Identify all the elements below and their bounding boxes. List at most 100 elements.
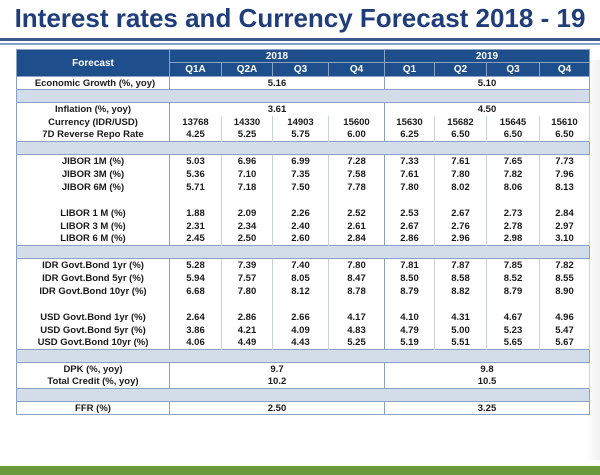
value-cell: 1.88 [169, 206, 222, 220]
slide-edge-shadow [586, 60, 600, 460]
row-label: JIBOR 6M (%) [16, 180, 170, 194]
value-cell: 15682 [434, 115, 487, 129]
value-cell: 7.73 [539, 154, 590, 168]
value-cell: 7.85 [486, 258, 540, 272]
value-cell: 7.96 [539, 167, 590, 181]
row-label: IDR Govt.Bond 1yr (%) [16, 258, 170, 272]
value-cell: 2.45 [169, 232, 222, 246]
row-label: Inflation (%, yoy) [16, 102, 170, 116]
value-cell: 7.35 [272, 167, 329, 181]
table-row: JIBOR 6M (%) 5.71 7.18 7.50 7.78 7.80 8.02 8.0… [16, 180, 590, 194]
section-separator [16, 349, 590, 363]
value-cell: 2.61 [328, 219, 385, 233]
row-spacer [16, 193, 590, 207]
value-cell: 7.33 [384, 154, 435, 168]
value-cell: 2.67 [384, 219, 435, 233]
row-label: 7D Reverse Repo Rate [16, 128, 170, 142]
value-cell: 6.50 [486, 128, 540, 142]
value-cell: 5.47 [539, 323, 590, 337]
value-cell [169, 193, 222, 207]
table-row: LIBOR 1 M (%) 1.88 2.09 2.26 2.52 2.53 2.67 2.… [16, 206, 590, 220]
value-cell [539, 193, 590, 207]
value-cell: 3.10 [539, 232, 590, 246]
value-cell: 5.23 [486, 323, 540, 337]
value-cell: 6.68 [169, 284, 222, 298]
value-cell [169, 297, 222, 311]
table-row: USD Govt.Bond 1yr (%) 2.64 2.86 2.66 4.17 4.… [16, 310, 590, 324]
value-cell: 2.84 [539, 206, 590, 220]
value-cell: 5.25 [221, 128, 273, 142]
value-cell: 2.09 [221, 206, 273, 220]
section-separator [16, 245, 590, 259]
row-label: IDR Govt.Bond 5yr (%) [16, 271, 170, 285]
value-cell: 7.18 [221, 180, 273, 194]
value-cell: 8.82 [434, 284, 487, 298]
value-cell: 2.26 [272, 206, 329, 220]
value-cell: 4.10 [384, 310, 435, 324]
value-cell: 2.66 [272, 310, 329, 324]
footer-bar [0, 466, 600, 475]
value-cell: 2.34 [221, 219, 273, 233]
value-cell: 8.79 [384, 284, 435, 298]
cell-2019: 5.10 [384, 76, 590, 90]
value-cell: 6.25 [384, 128, 435, 142]
value-cell: 7.80 [384, 180, 435, 194]
page-title: Interest rates and Currency Forecast 201… [14, 3, 586, 33]
value-cell: 8.55 [539, 271, 590, 285]
value-cell: 2.78 [486, 219, 540, 233]
header-quarter: Q2A [221, 62, 273, 77]
value-cell [434, 193, 487, 207]
row-label: JIBOR 1M (%) [16, 154, 170, 168]
value-cell: 8.78 [328, 284, 385, 298]
table-row: USD Govt.Bond 5yr (%) 3.86 4.21 4.09 4.83 4.… [16, 323, 590, 337]
value-cell: 7.28 [328, 154, 385, 168]
table-row: LIBOR 6 M (%) 2.45 2.50 2.60 2.84 2.86 2.96 2.… [16, 232, 590, 246]
value-cell: 8.58 [434, 271, 487, 285]
value-cell: 15645 [486, 115, 540, 129]
value-cell: 2.40 [272, 219, 329, 233]
value-cell: 7.57 [221, 271, 273, 285]
value-cell: 8.79 [486, 284, 540, 298]
value-cell [272, 193, 329, 207]
value-cell: 8.90 [539, 284, 590, 298]
value-cell: 4.96 [539, 310, 590, 324]
value-cell: 4.06 [169, 336, 222, 350]
header-year-2018: 2018 [169, 49, 385, 63]
cell-2019: 4.50 [384, 102, 590, 116]
row-label: IDR Govt.Bond 10yr (%) [16, 284, 170, 298]
value-cell [221, 297, 273, 311]
table-row: FFR (%) 2.50 3.25 [16, 401, 590, 415]
value-cell: 6.99 [272, 154, 329, 168]
table-row: JIBOR 1M (%) 5.03 6.96 6.99 7.28 7.33 7.61 7.6… [16, 154, 590, 168]
table-row: 7D Reverse Repo Rate 4.25 5.25 5.75 6.00 6.2… [16, 128, 590, 142]
value-cell: 7.78 [328, 180, 385, 194]
cell-2018: 3.61 [169, 102, 385, 116]
value-cell: 8.02 [434, 180, 487, 194]
row-label: LIBOR 6 M (%) [16, 232, 170, 246]
value-cell [221, 193, 273, 207]
value-cell: 7.65 [486, 154, 540, 168]
row-label: Total Credit (%, yoy) [16, 375, 170, 389]
value-cell: 7.80 [434, 167, 487, 181]
value-cell: 5.67 [539, 336, 590, 350]
value-cell: 13768 [169, 115, 222, 129]
value-cell: 5.28 [169, 258, 222, 272]
table-row: LIBOR 3 M (%) 2.31 2.34 2.40 2.61 2.67 2.76 2.… [16, 219, 590, 233]
row-label: Currency (IDR/USD) [16, 115, 170, 129]
header-quarter: Q4 [328, 62, 385, 77]
value-cell: 5.94 [169, 271, 222, 285]
value-cell: 8.12 [272, 284, 329, 298]
row-label: USD Govt.Bond 1yr (%) [16, 310, 170, 324]
value-cell: 8.05 [272, 271, 329, 285]
value-cell: 2.76 [434, 219, 487, 233]
header-quarter: Q3 [272, 62, 329, 77]
row-label: DPK (%, yoy) [16, 362, 170, 376]
value-cell: 15600 [328, 115, 385, 129]
value-cell: 8.47 [328, 271, 385, 285]
header-quarter: Q1A [169, 62, 222, 77]
header-year-2019: 2019 [384, 49, 590, 63]
value-cell [328, 193, 385, 207]
row-label: Economic Growth (%, yoy) [16, 76, 170, 90]
row-spacer [16, 297, 590, 311]
value-cell: 8.13 [539, 180, 590, 194]
